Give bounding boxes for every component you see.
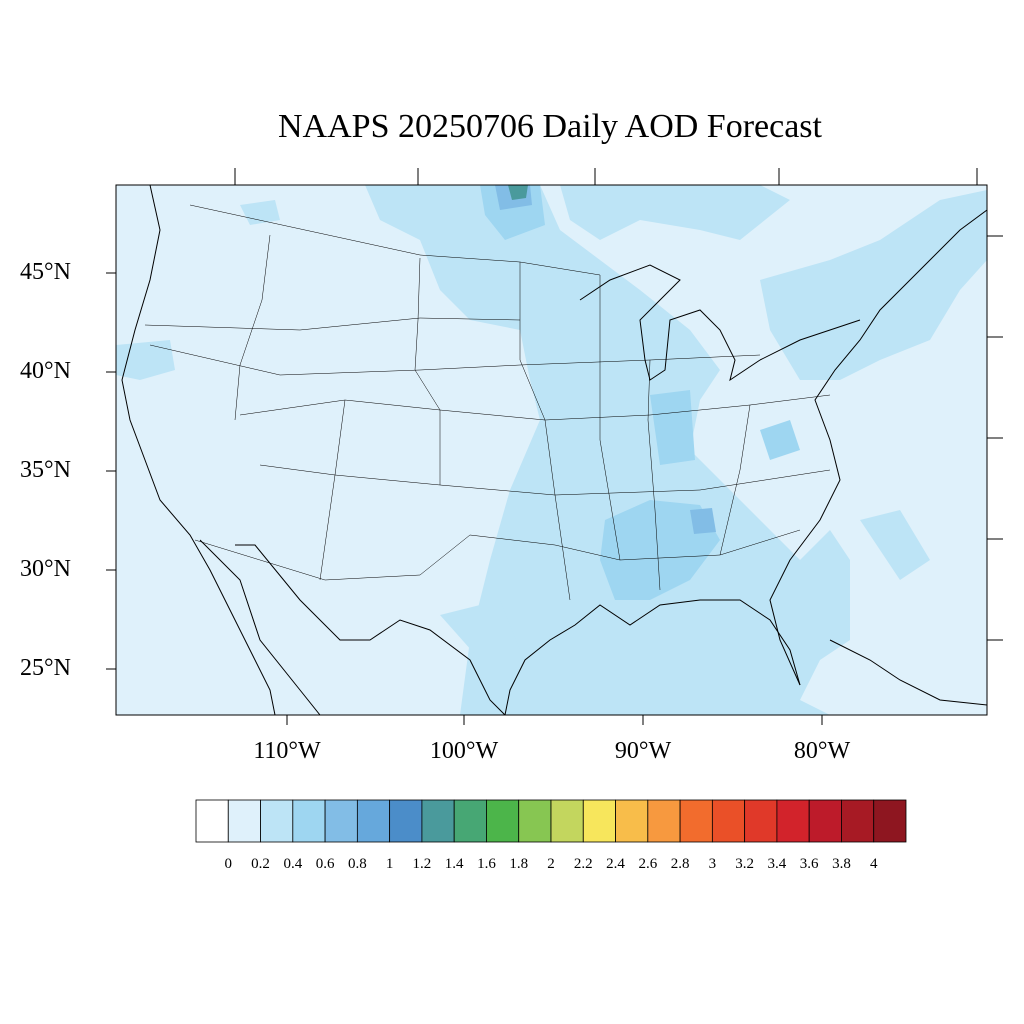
colorbar-label: 0.4 bbox=[283, 856, 303, 872]
colorbar-swatch bbox=[808, 799, 842, 843]
colorbar-swatch bbox=[292, 799, 326, 843]
colorbar-label: 4 bbox=[869, 856, 878, 872]
colorbar-swatch bbox=[518, 799, 552, 843]
lat-label-25: 25°N bbox=[20, 655, 71, 681]
colorbar-label: 3.8 bbox=[832, 856, 851, 872]
colorbar-label: 1.6 bbox=[477, 856, 496, 872]
colorbar-swatch bbox=[260, 799, 294, 843]
colorbar-swatch bbox=[873, 799, 907, 843]
colorbar-label: 2.4 bbox=[606, 856, 625, 872]
colorbar-label: 1.2 bbox=[412, 856, 432, 872]
colorbar-swatch bbox=[841, 799, 875, 843]
colorbar-label: 0 bbox=[224, 856, 233, 872]
colorbar-label: 0.8 bbox=[347, 856, 367, 872]
colorbar-swatch bbox=[324, 799, 358, 843]
map-field bbox=[116, 185, 987, 715]
colorbar-swatch bbox=[227, 799, 261, 843]
colorbar-swatch bbox=[744, 799, 778, 843]
colorbar-swatch bbox=[356, 799, 391, 843]
colorbar-swatch bbox=[647, 799, 681, 843]
lat-label-45: 45°N bbox=[20, 259, 71, 285]
colorbar-swatch bbox=[582, 799, 616, 843]
state-boundaries bbox=[144, 204, 831, 601]
colorbar-swatch bbox=[776, 799, 810, 843]
aod-0.2-0.4-regions bbox=[116, 185, 987, 715]
colorbar-swatch bbox=[195, 799, 229, 843]
colorbar-label: 2.6 bbox=[638, 856, 658, 872]
colorbar-swatch bbox=[679, 799, 713, 843]
colorbar-label: 2.8 bbox=[670, 856, 690, 872]
lat-label-40: 40°N bbox=[20, 358, 71, 384]
aod-high-plume bbox=[508, 185, 528, 200]
colorbar-label: 3.2 bbox=[735, 856, 754, 872]
colorbar-label: 0.6 bbox=[315, 856, 335, 872]
lat-label-35: 35°N bbox=[20, 457, 71, 483]
lon-label-110: 110°W bbox=[253, 738, 321, 764]
colorbar-swatch bbox=[421, 799, 455, 843]
colorbar-swatch bbox=[550, 799, 584, 843]
colorbar-swatch bbox=[615, 799, 649, 843]
coastlines bbox=[121, 185, 987, 715]
lat-label-30: 30°N bbox=[20, 556, 71, 582]
colorbar-label: 2.2 bbox=[573, 856, 593, 872]
colorbar-label: 3.4 bbox=[767, 856, 787, 872]
colorbar-label: 1.8 bbox=[509, 856, 529, 872]
map-title: NAAPS 20250706 Daily AOD Forecast bbox=[278, 108, 822, 145]
colorbar-label: 3 bbox=[708, 856, 717, 872]
colorbar-label: 2 bbox=[547, 856, 555, 872]
map-frame bbox=[115, 184, 988, 716]
lon-label-100: 100°W bbox=[429, 738, 499, 764]
map-ticks bbox=[106, 168, 1003, 725]
colorbar-swatch bbox=[486, 799, 520, 843]
colorbar-label: 1 bbox=[385, 856, 394, 872]
colorbar-label: 1.4 bbox=[444, 856, 464, 872]
colorbar-label: 0.2 bbox=[251, 856, 270, 872]
colorbar-swatch bbox=[711, 799, 746, 843]
colorbar bbox=[195, 799, 907, 843]
colorbar-swatch bbox=[389, 799, 423, 843]
lon-label-90: 90°W bbox=[614, 738, 672, 764]
lon-label-80: 80°W bbox=[793, 738, 851, 764]
colorbar-label: 3.6 bbox=[799, 856, 819, 872]
colorbar-swatch bbox=[453, 799, 487, 843]
